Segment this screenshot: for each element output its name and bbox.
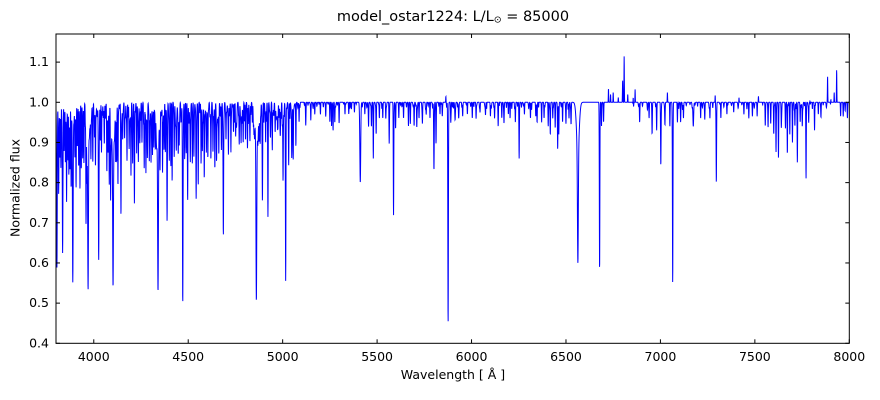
y-tick-label: 0.7	[29, 215, 49, 230]
y-tick-label: 1.0	[29, 94, 49, 109]
x-tick-label: 5500	[361, 349, 393, 364]
y-tick-label: 1.1	[29, 54, 49, 69]
y-tick-label: 0.4	[29, 335, 49, 350]
x-tick-label: 7500	[739, 349, 771, 364]
x-tick-label: 6000	[456, 349, 488, 364]
plot-title-suffix: = 85000	[501, 9, 570, 25]
plot-frame	[55, 33, 850, 344]
plot-title-prefix: model_ostar1224: L/L	[336, 9, 494, 25]
x-tick-label: 7000	[645, 349, 677, 364]
y-tick-label: 0.9	[29, 134, 49, 149]
x-tick-label: 8000	[833, 349, 865, 364]
solar-symbol: ⊙	[493, 14, 502, 26]
x-tick-label: 5000	[267, 349, 299, 364]
x-tick-label: 4000	[78, 349, 110, 364]
y-tick-label: 0.5	[29, 295, 49, 310]
y-tick-label: 0.6	[29, 255, 49, 270]
y-tick-label: 0.8	[29, 175, 49, 190]
x-axis-label: Wavelength [ Å ]	[400, 367, 506, 382]
x-tick-label: 6500	[550, 349, 582, 364]
plot-title: model_ostar1224: L/L⊙ = 85000	[56, 9, 850, 25]
y-axis-label: Normalized flux	[7, 138, 23, 238]
x-tick-label: 4500	[172, 349, 204, 364]
spectrum-line	[55, 56, 850, 322]
